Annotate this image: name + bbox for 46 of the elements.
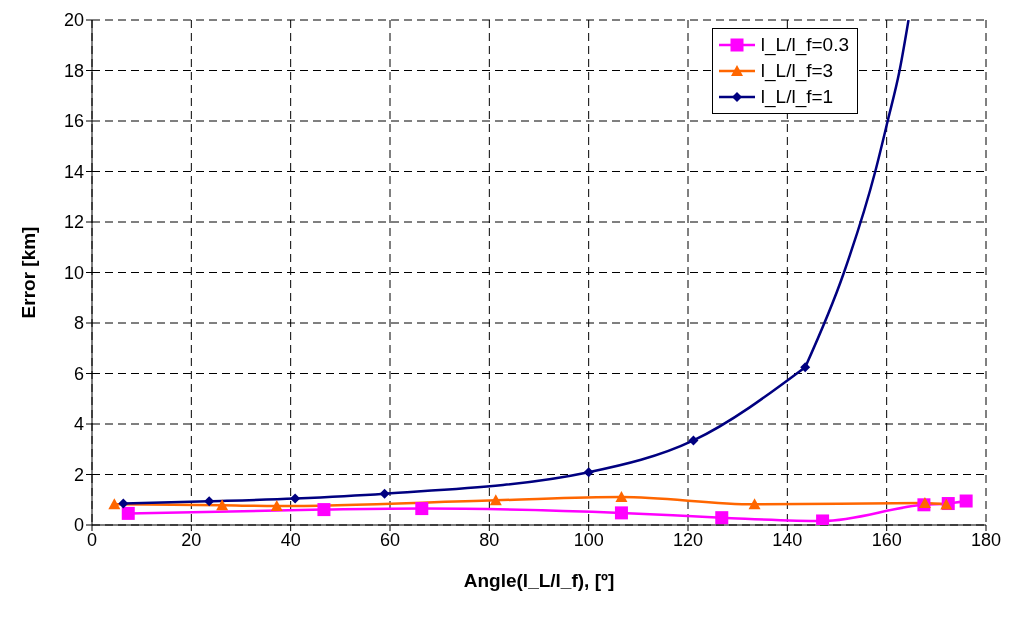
x-tick-label: 120: [672, 529, 704, 550]
x-tick-label: 0: [86, 529, 98, 550]
point: [121, 506, 135, 520]
point: [715, 511, 729, 525]
y-tick-label: 18: [63, 60, 84, 81]
x-tick-label: 60: [379, 529, 401, 550]
legend-label: l_L/l_f=0.3: [760, 34, 849, 56]
point: [317, 503, 331, 517]
point: [290, 493, 301, 504]
legend-label: l_L/l_f=1: [760, 86, 834, 108]
point: [216, 499, 229, 511]
x-tick-label: 160: [871, 529, 902, 550]
point: [270, 500, 283, 512]
y-tick-label: 10: [63, 262, 84, 283]
y-tick-label: 12: [63, 212, 84, 233]
legend-label: l_L/l_f=3: [760, 60, 834, 82]
y-tick-label: 8: [73, 313, 84, 334]
point: [614, 506, 628, 520]
point: [118, 498, 129, 509]
y-tick-label: 16: [63, 111, 84, 132]
x-axis-title: Angle(l_L/l_f), [º]: [463, 570, 615, 591]
y-tick-label: 4: [73, 414, 84, 435]
point: [583, 467, 594, 478]
x-tick-label: 80: [479, 529, 500, 550]
point: [688, 435, 699, 446]
y-tick-label: 20: [63, 10, 84, 31]
point: [415, 502, 429, 516]
y-axis-title: Error [km]: [17, 226, 39, 319]
y-tick-label: 6: [73, 363, 84, 384]
x-tick-label: 20: [181, 529, 202, 550]
point: [816, 514, 830, 525]
y-tick-label: 0: [73, 515, 84, 536]
x-tick-label: 180: [970, 529, 1002, 550]
x-tick-label: 40: [280, 529, 301, 550]
point: [489, 494, 502, 506]
y-tick-label: 2: [73, 464, 84, 485]
x-tick-label: 100: [573, 529, 604, 550]
y-tick-label: 14: [63, 161, 84, 182]
point: [748, 498, 761, 510]
point: [204, 496, 215, 507]
point: [615, 490, 628, 502]
point: [959, 494, 973, 508]
point: [379, 488, 390, 499]
point: [800, 362, 811, 373]
x-tick-label: 140: [772, 529, 803, 550]
point: [108, 498, 121, 510]
